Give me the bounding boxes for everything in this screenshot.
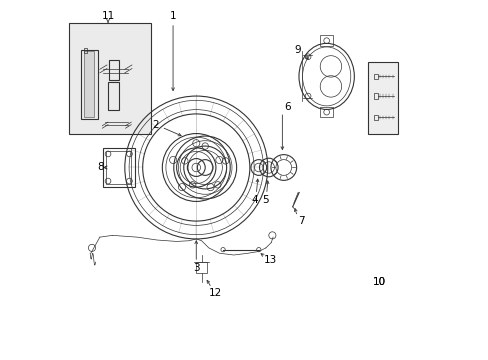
Bar bbox=[108, 60, 119, 80]
Text: 10: 10 bbox=[372, 277, 386, 287]
Text: 10: 10 bbox=[372, 277, 386, 287]
Text: 1: 1 bbox=[169, 11, 176, 21]
Text: 4: 4 bbox=[251, 195, 257, 204]
Bar bbox=[373, 93, 378, 99]
Bar bbox=[106, 152, 131, 184]
Bar bbox=[196, 262, 206, 273]
Text: 5: 5 bbox=[262, 195, 268, 204]
Text: 13: 13 bbox=[263, 255, 276, 265]
Text: 9: 9 bbox=[293, 45, 300, 55]
Bar bbox=[69, 23, 151, 134]
Text: 2: 2 bbox=[152, 120, 158, 130]
Bar bbox=[373, 73, 378, 79]
Bar bbox=[320, 35, 332, 46]
Text: 12: 12 bbox=[209, 288, 222, 297]
Bar bbox=[102, 148, 135, 187]
Bar bbox=[367, 62, 397, 134]
Text: 8: 8 bbox=[98, 162, 104, 172]
Bar bbox=[320, 107, 332, 117]
Bar bbox=[81, 50, 98, 119]
Bar bbox=[83, 48, 87, 53]
Bar bbox=[373, 114, 378, 120]
Text: 6: 6 bbox=[284, 102, 290, 112]
Bar bbox=[367, 62, 397, 134]
Bar bbox=[69, 23, 151, 134]
Text: 11: 11 bbox=[101, 12, 114, 21]
Bar bbox=[83, 51, 94, 117]
Bar bbox=[108, 82, 119, 111]
Text: 3: 3 bbox=[193, 262, 199, 273]
Text: 7: 7 bbox=[297, 216, 304, 226]
